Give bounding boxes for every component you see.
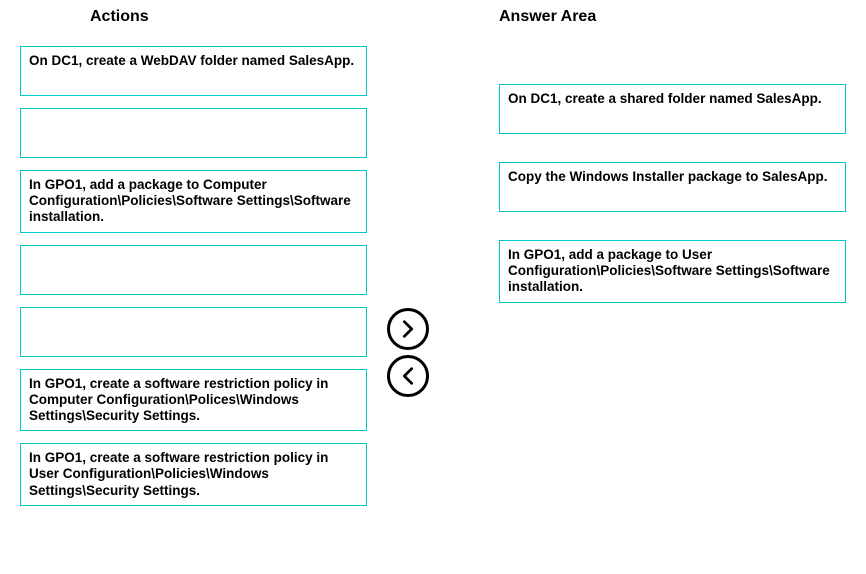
answer-item[interactable]: Copy the Windows Installer package to Sa… <box>499 162 846 212</box>
answer-item-text: In GPO1, add a package to User Configura… <box>508 247 837 296</box>
answer-item[interactable]: On DC1, create a shared folder named Sal… <box>499 84 846 134</box>
actions-header: Actions <box>20 8 367 26</box>
drag-drop-container: Actions On DC1, create a WebDAV folder n… <box>0 0 866 526</box>
action-item[interactable] <box>20 108 367 158</box>
answer-item-text: Copy the Windows Installer package to Sa… <box>508 169 827 185</box>
actions-column: Actions On DC1, create a WebDAV folder n… <box>20 8 367 518</box>
action-item-text: In GPO1, add a package to Computer Confi… <box>29 177 358 226</box>
action-item[interactable]: In GPO1, create a software restriction p… <box>20 369 367 432</box>
action-item-text: In GPO1, create a software restriction p… <box>29 450 358 499</box>
arrow-controls <box>387 188 429 518</box>
chevron-left-icon <box>397 365 419 387</box>
answer-header: Answer Area <box>499 8 846 26</box>
move-left-button[interactable] <box>387 355 429 397</box>
answer-list: On DC1, create a shared folder named Sal… <box>499 84 846 331</box>
action-item[interactable]: On DC1, create a WebDAV folder named Sal… <box>20 46 367 96</box>
action-item-text: In GPO1, create a software restriction p… <box>29 376 358 425</box>
chevron-right-icon <box>397 318 419 340</box>
move-right-button[interactable] <box>387 308 429 350</box>
answer-item[interactable]: In GPO1, add a package to User Configura… <box>499 240 846 303</box>
action-item[interactable]: In GPO1, add a package to Computer Confi… <box>20 170 367 233</box>
action-item-text: On DC1, create a WebDAV folder named Sal… <box>29 53 354 69</box>
action-item[interactable] <box>20 245 367 295</box>
action-item[interactable] <box>20 307 367 357</box>
answer-item-text: On DC1, create a shared folder named Sal… <box>508 91 822 107</box>
actions-list: On DC1, create a WebDAV folder named Sal… <box>20 46 367 518</box>
answer-column: Answer Area On DC1, create a shared fold… <box>499 8 846 518</box>
action-item[interactable]: In GPO1, create a software restriction p… <box>20 443 367 506</box>
